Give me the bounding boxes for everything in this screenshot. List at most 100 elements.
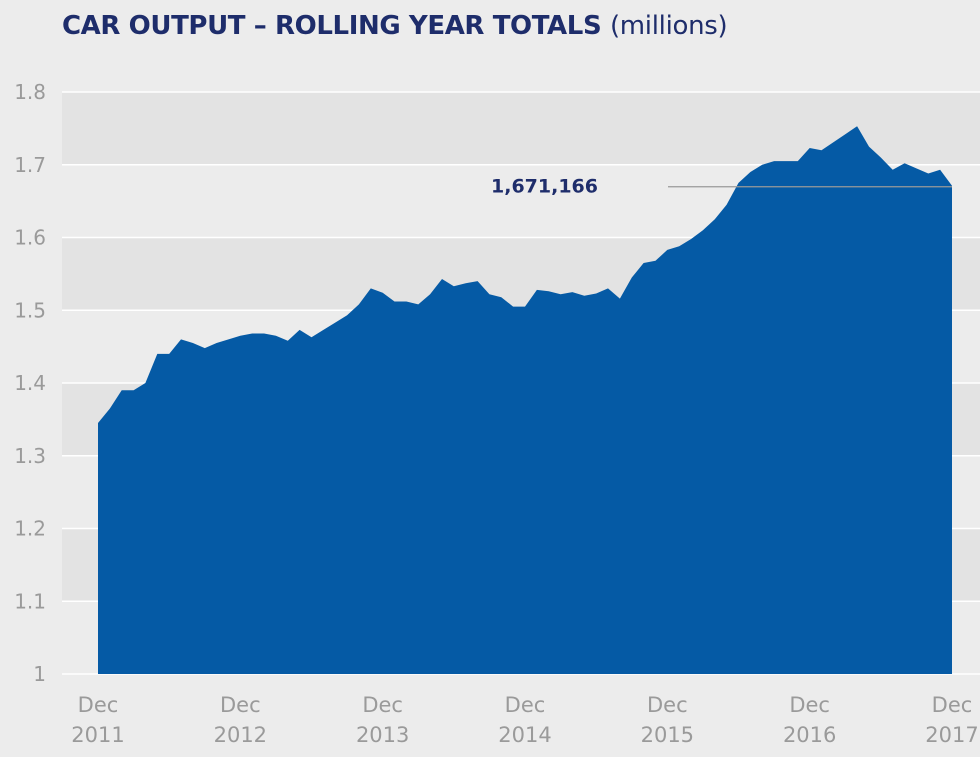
data-point bbox=[892, 169, 894, 171]
data-point bbox=[939, 169, 941, 171]
x-tick-label-year: 2016 bbox=[783, 723, 836, 747]
data-point bbox=[536, 289, 538, 291]
data-point bbox=[322, 329, 324, 331]
annotation-label: 1,671,166 bbox=[491, 176, 598, 198]
data-point bbox=[121, 389, 123, 391]
data-point bbox=[109, 408, 111, 410]
x-tick-label-month: Dec bbox=[362, 693, 403, 717]
data-point bbox=[702, 229, 704, 231]
data-point bbox=[915, 167, 917, 169]
data-point bbox=[429, 293, 431, 295]
data-point bbox=[726, 204, 728, 206]
data-point bbox=[904, 162, 906, 164]
data-point bbox=[880, 157, 882, 159]
data-point bbox=[287, 340, 289, 342]
data-point bbox=[678, 245, 680, 247]
data-point bbox=[524, 306, 526, 308]
data-point bbox=[761, 164, 763, 166]
y-tick-label: 1.3 bbox=[14, 444, 46, 468]
data-point bbox=[927, 173, 929, 175]
x-tick-label-year: 2011 bbox=[71, 723, 124, 747]
data-point bbox=[204, 347, 206, 349]
chart-title-unit: (millions) bbox=[609, 11, 728, 41]
x-tick-label: Dec 2015 bbox=[641, 693, 694, 747]
x-tick-label-month: Dec bbox=[78, 693, 119, 717]
data-point bbox=[228, 338, 230, 340]
x-axis: Dec 2011 Dec 2012 Dec 2013 Dec 2014 Dec 2015 Dec 20… bbox=[71, 693, 978, 747]
data-point bbox=[275, 335, 277, 337]
data-point bbox=[358, 303, 360, 305]
data-point bbox=[797, 160, 799, 162]
y-tick-label: 1.4 bbox=[14, 371, 46, 395]
y-tick-label: 1.6 bbox=[14, 226, 46, 250]
x-tick-label-year: 2017 bbox=[925, 723, 978, 747]
annotation: 1,671,166 bbox=[491, 176, 952, 198]
data-point bbox=[512, 306, 514, 308]
data-point bbox=[809, 147, 811, 149]
x-tick-label-year: 2013 bbox=[356, 723, 409, 747]
x-tick-label: Dec 2016 bbox=[783, 693, 836, 747]
y-axis: 1 1.1 1.2 1.3 1.4 1.5 1.6 1.7 1.8 bbox=[14, 80, 46, 686]
x-tick-label-month: Dec bbox=[505, 693, 546, 717]
data-point bbox=[441, 278, 443, 280]
data-point bbox=[370, 287, 372, 289]
data-point bbox=[500, 296, 502, 298]
x-tick-label-year: 2012 bbox=[214, 723, 267, 747]
x-tick-label-month: Dec bbox=[789, 693, 830, 717]
data-point bbox=[631, 277, 633, 279]
output-area bbox=[98, 126, 952, 674]
data-point bbox=[583, 295, 585, 297]
data-point bbox=[346, 314, 348, 316]
data-point bbox=[548, 290, 550, 292]
x-tick-label-month: Dec bbox=[220, 693, 261, 717]
data-point bbox=[844, 133, 846, 135]
data-point bbox=[168, 353, 170, 355]
x-tick-label-year: 2015 bbox=[641, 723, 694, 747]
data-point bbox=[299, 329, 301, 331]
data-point bbox=[560, 293, 562, 295]
data-point bbox=[453, 285, 455, 287]
y-tick-label: 1.2 bbox=[14, 517, 46, 541]
data-point bbox=[690, 238, 692, 240]
data-point bbox=[714, 218, 716, 220]
data-point bbox=[465, 282, 467, 284]
data-point bbox=[263, 333, 265, 335]
data-point bbox=[417, 303, 419, 305]
data-point bbox=[785, 160, 787, 162]
data-point bbox=[856, 125, 858, 127]
data-point bbox=[382, 292, 384, 294]
data-point bbox=[97, 422, 99, 424]
data-point bbox=[192, 342, 194, 344]
data-point bbox=[749, 171, 751, 173]
data-point bbox=[773, 160, 775, 162]
data-point bbox=[643, 262, 645, 264]
data-point bbox=[821, 149, 823, 151]
data-point bbox=[571, 291, 573, 293]
x-tick-label-month: Dec bbox=[932, 693, 973, 717]
data-point bbox=[619, 298, 621, 300]
y-tick-label: 1 bbox=[33, 662, 46, 686]
data-point bbox=[156, 353, 158, 355]
y-tick-label: 1.7 bbox=[14, 153, 46, 177]
y-tick-label: 1.8 bbox=[14, 80, 46, 104]
data-point bbox=[832, 141, 834, 143]
data-point bbox=[666, 249, 668, 251]
x-tick-label-month: Dec bbox=[647, 693, 688, 717]
data-point bbox=[180, 338, 182, 340]
x-tick-label: Dec 2014 bbox=[498, 693, 551, 747]
data-point bbox=[251, 333, 253, 335]
data-point bbox=[133, 389, 135, 391]
x-tick-label: Dec 2011 bbox=[71, 693, 124, 747]
x-tick-label: Dec 2017 bbox=[925, 693, 978, 747]
data-point bbox=[334, 322, 336, 324]
data-point bbox=[394, 301, 396, 303]
chart-title: CAR OUTPUT – ROLLING YEAR TOTALS (millio… bbox=[62, 6, 728, 46]
data-point bbox=[655, 260, 657, 262]
x-tick-label: Dec 2012 bbox=[214, 693, 267, 747]
chart-title-text: CAR OUTPUT – ROLLING YEAR TOTALS bbox=[62, 11, 602, 41]
data-point bbox=[239, 335, 241, 337]
data-point bbox=[868, 146, 870, 148]
data-point bbox=[477, 280, 479, 282]
data-point bbox=[607, 287, 609, 289]
